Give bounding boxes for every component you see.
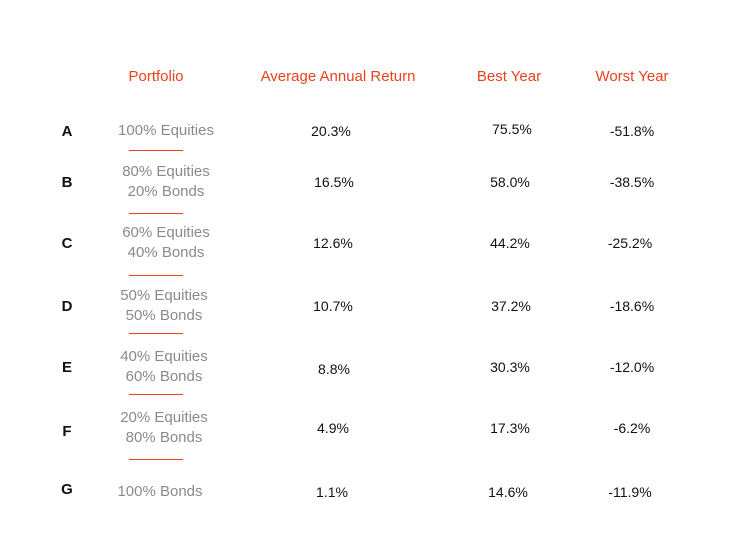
best-year-value: 75.5% <box>492 121 532 137</box>
portfolio-allocation: 40% Equities 60% Bonds <box>94 337 234 397</box>
average-annual-return-value: 20.3% <box>311 123 351 139</box>
table-row-a: A 100% Equities 20.3% 75.5% -51.8% <box>0 101 741 161</box>
best-year-value: 58.0% <box>490 174 530 190</box>
average-annual-return-value: 1.1% <box>316 484 348 500</box>
portfolio-line-1: 60% Equities <box>122 224 210 241</box>
average-annual-return-value: 10.7% <box>313 298 353 314</box>
table-row-e: E 40% Equities 60% Bonds 8.8% 30.3% -12.… <box>0 337 741 397</box>
table-row-g: G 100% Bonds 1.1% 14.6% -11.9% <box>0 462 741 522</box>
portfolio-allocation: 80% Equities 20% Bonds <box>96 152 236 212</box>
worst-year-value: -25.2% <box>607 235 653 251</box>
portfolio-line-2: 20% Bonds <box>127 183 205 200</box>
row-letter: C <box>61 234 73 252</box>
portfolio-line-2: 80% Bonds <box>125 429 203 446</box>
portfolio-allocation: 20% Equities 80% Bonds <box>94 398 234 458</box>
portfolio-allocation: 60% Equities 40% Bonds <box>96 213 236 273</box>
row-letter: F <box>62 422 72 440</box>
row-letter: B <box>61 173 73 191</box>
average-annual-return-value: 8.8% <box>318 361 350 377</box>
header-best-year: Best Year <box>476 68 542 85</box>
portfolio-line-2: 60% Bonds <box>125 368 203 385</box>
row-divider <box>129 333 183 334</box>
worst-year-value: -6.2% <box>613 420 651 436</box>
portfolio-line-2: 40% Bonds <box>127 244 205 261</box>
portfolio-line-1: 20% Equities <box>120 409 208 426</box>
best-year-value: 30.3% <box>490 359 530 375</box>
table-row-c: C 60% Equities 40% Bonds 12.6% 44.2% -25… <box>0 213 741 273</box>
table-row-b: B 80% Equities 20% Bonds 16.5% 58.0% -38… <box>0 152 741 212</box>
header-average-annual-return: Average Annual Return <box>260 68 416 85</box>
portfolio-line-1: 80% Equities <box>122 163 210 180</box>
row-letter: E <box>61 358 72 376</box>
average-annual-return-value: 16.5% <box>314 174 354 190</box>
row-divider <box>129 150 183 151</box>
worst-year-value: -38.5% <box>609 174 655 190</box>
row-letter: D <box>61 297 73 315</box>
row-divider <box>129 275 183 276</box>
average-annual-return-value: 12.6% <box>313 235 353 251</box>
portfolio-line-1: 100% Bonds <box>117 483 203 500</box>
best-year-value: 14.6% <box>488 484 528 500</box>
table-row-d: D 50% Equities 50% Bonds 10.7% 37.2% -18… <box>0 276 741 336</box>
portfolio-allocation: 100% Bonds <box>90 462 230 522</box>
table-row-f: F 20% Equities 80% Bonds 4.9% 17.3% -6.2… <box>0 398 741 458</box>
portfolio-allocation: 50% Equities 50% Bonds <box>94 276 234 336</box>
best-year-value: 44.2% <box>490 235 530 251</box>
header-portfolio: Portfolio <box>128 68 184 85</box>
best-year-value: 37.2% <box>491 298 531 314</box>
portfolio-line-2: 50% Bonds <box>125 307 203 324</box>
row-letter: G <box>61 480 73 498</box>
row-divider <box>129 213 183 214</box>
portfolio-line-1: 50% Equities <box>120 287 208 304</box>
row-divider <box>129 459 183 460</box>
header-worst-year: Worst Year <box>595 68 669 85</box>
row-divider <box>129 394 183 395</box>
portfolio-line-1: 40% Equities <box>120 348 208 365</box>
worst-year-value: -51.8% <box>609 123 655 139</box>
worst-year-value: -11.9% <box>608 484 652 500</box>
portfolio-line-1: 100% Equities <box>118 122 214 139</box>
average-annual-return-value: 4.9% <box>317 420 349 436</box>
worst-year-value: -12.0% <box>609 359 655 375</box>
worst-year-value: -18.6% <box>609 298 655 314</box>
best-year-value: 17.3% <box>490 420 530 436</box>
portfolio-allocation: 100% Equities <box>96 101 236 161</box>
row-letter: A <box>61 122 73 140</box>
